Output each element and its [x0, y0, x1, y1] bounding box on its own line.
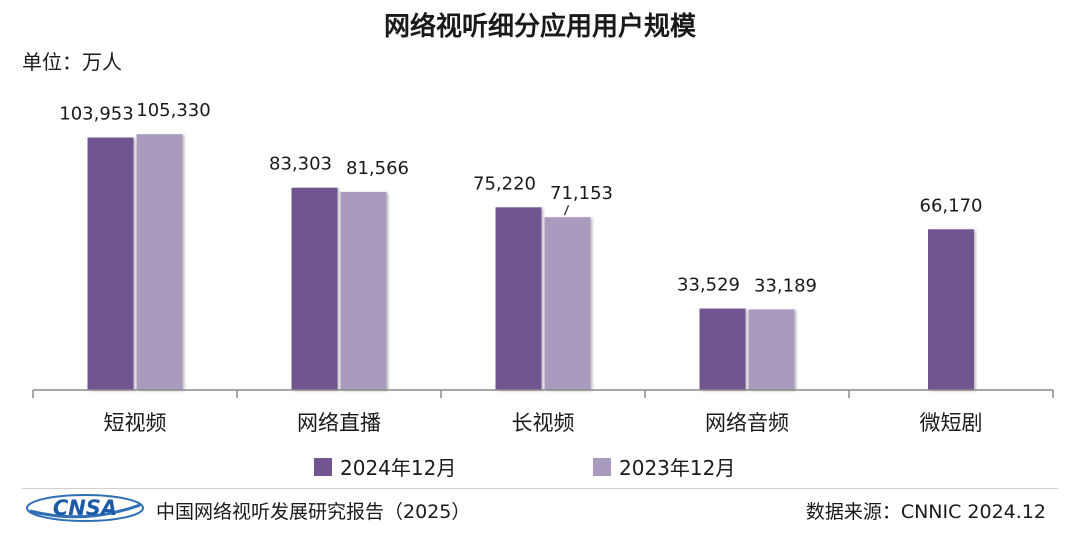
category-label: 长视频 — [512, 411, 575, 435]
footer-divider — [22, 488, 1058, 489]
unit-label: 单位：万人 — [22, 50, 122, 74]
data-label: 81,566 — [346, 158, 409, 179]
legend: 2024年12月 2023年12月 — [0, 452, 1080, 480]
data-label: 83,303 — [269, 154, 332, 175]
data-label: 66,170 — [920, 195, 983, 216]
data-label: 105,330 — [136, 100, 210, 121]
legend-label-2023: 2023年12月 — [619, 456, 736, 480]
category-label: 微短剧 — [920, 411, 983, 435]
bar-2023 — [136, 134, 183, 390]
category-label: 网络音频 — [705, 411, 789, 435]
data-label: 33,189 — [754, 275, 817, 296]
data-label: 103,953 — [59, 104, 133, 125]
bar-2024 — [495, 207, 542, 390]
bar-2024 — [928, 229, 974, 390]
legend-item-2024: 2024年12月 — [314, 452, 456, 481]
category-label: 网络直播 — [297, 411, 381, 435]
data-label: 33,529 — [677, 275, 740, 296]
bar-2023 — [544, 217, 591, 390]
report-name: 中国网络视听发展研究报告（2025） — [156, 501, 471, 523]
data-label: 75,220 — [473, 173, 536, 194]
legend-swatch-2023 — [593, 457, 611, 476]
cnsa-logo: CNSA — [26, 494, 144, 522]
bar-2024 — [87, 137, 134, 390]
svg-text:CNSA: CNSA — [53, 496, 117, 520]
legend-label-2024: 2024年12月 — [340, 456, 457, 480]
bar-2024 — [699, 308, 746, 390]
bar-chart: 103,953 105,330 83,303 81,566 75,220 71,153 33… — [32, 100, 1054, 435]
bar-2023 — [340, 191, 387, 390]
bar-2023 — [748, 309, 795, 390]
legend-item-2023: 2023年12月 — [593, 452, 735, 481]
chart-title: 网络视听细分应用用户规模 — [383, 12, 696, 42]
category-label: 短视频 — [104, 411, 167, 435]
legend-swatch-2024 — [314, 457, 332, 476]
bar-2024 — [291, 187, 338, 390]
data-source: 数据来源：CNNIC 2024.12 — [805, 501, 1046, 523]
data-label: 71,153 — [550, 183, 613, 204]
label-leader-line — [563, 204, 570, 216]
